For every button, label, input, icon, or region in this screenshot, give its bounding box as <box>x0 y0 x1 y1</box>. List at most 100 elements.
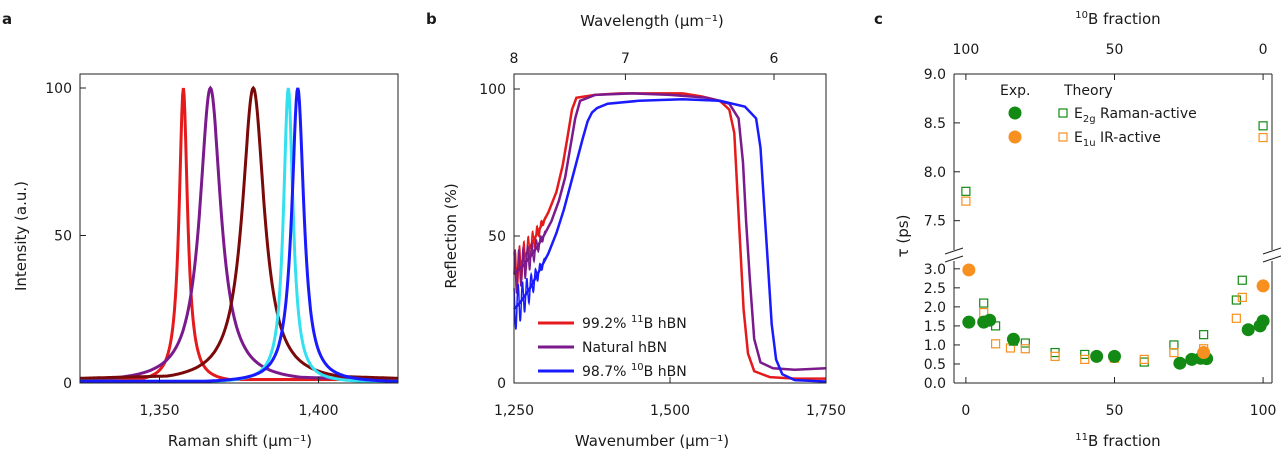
legend-b-natural: Natural hBN <box>582 340 667 356</box>
panel-b-xtick-label: 1,500 <box>650 403 690 419</box>
panel-a-xtick-label: 1,400 <box>298 403 338 419</box>
theory-ir-point <box>961 196 971 206</box>
panel-a-ytick-label: 100 <box>45 81 72 97</box>
axis-break-left-lower <box>944 255 964 263</box>
panel-c-ytick-label: 1.5 <box>924 319 946 335</box>
panel-label-c: c <box>874 10 883 28</box>
exp-ir-point <box>1197 346 1211 360</box>
panel-a-ytick-label: 0 <box>63 376 72 392</box>
theory-raman-point <box>1258 121 1268 131</box>
panel-c-top-xtick-label: 0 <box>1259 42 1268 58</box>
reflection-series-1 <box>513 92 827 372</box>
panel-c-ytick-label: 2.0 <box>924 300 946 316</box>
legend-col-exp: Exp. <box>1000 83 1030 99</box>
legend-ir-label: E1u IR-active <box>1074 130 1161 149</box>
panel-c-ytick-label: 0.0 <box>924 376 946 392</box>
theory-raman-point <box>1169 340 1179 350</box>
panel-c-xtick-label: 0 <box>961 403 970 419</box>
panel-c-ytick-label-upper: 8.0 <box>924 165 946 181</box>
panel-c-xlabel: 11B fraction <box>1075 432 1160 450</box>
theory-ir-point <box>1080 354 1090 364</box>
axis-break-left-upper <box>944 247 964 255</box>
panel-b-ytick-label: 0 <box>497 376 506 392</box>
axis-break-right-lower <box>1262 255 1281 263</box>
panel-b-top-xtick-label: 6 <box>770 51 779 67</box>
panel-b-legend: 99.2% 11B hBN Natural hBN 98.7% 10B hBN <box>582 314 687 380</box>
panel-b-xlabel: Wavenumber (μm⁻¹) <box>575 432 729 450</box>
panel-c-top-xtick-label: 100 <box>953 42 980 58</box>
exp-raman-point <box>1256 314 1270 328</box>
panel-a-ytick-label: 50 <box>54 229 72 245</box>
theory-ir-point <box>1169 347 1179 358</box>
panel-c-top-xtick-label: 50 <box>1106 42 1124 58</box>
panel-label-b: b <box>426 10 437 28</box>
panel-c-ytick-label: 2.5 <box>924 281 946 297</box>
exp-raman-point <box>1090 349 1104 363</box>
panel-a-ylabel: Intensity (a.u.) <box>12 181 30 291</box>
panel-c-xtick-label: 100 <box>1250 403 1277 419</box>
panel-b-ytick-label: 100 <box>479 82 506 98</box>
theory-raman-point <box>1080 349 1090 360</box>
exp-raman-point <box>962 315 976 329</box>
legend-b-10b: 98.7% 10B hBN <box>582 362 687 380</box>
theory-ir-point <box>1231 313 1241 323</box>
theory-raman-point <box>1199 330 1209 340</box>
theory-raman-point <box>1139 357 1149 367</box>
theory-raman-point <box>1231 295 1241 305</box>
panel-a-xlabel: Raman shift (μm⁻¹) <box>168 432 312 450</box>
panel-a-frame <box>79 73 399 384</box>
reflection-series-0 <box>512 92 826 380</box>
panel-b-ytick-label: 50 <box>488 229 506 245</box>
theory-raman-point <box>1237 275 1247 285</box>
panel-c-ytick-label-upper: 9.0 <box>924 67 946 83</box>
legend-exp-ir-marker <box>1008 130 1022 144</box>
exp-raman-point <box>1173 356 1187 370</box>
exp-ir-point <box>962 263 976 277</box>
axis-break-right-upper <box>1262 247 1281 255</box>
legend-exp-raman-marker <box>1008 106 1022 120</box>
panel-b-ylabel: Reflection (%) <box>442 183 460 288</box>
legend-theory-raman-marker <box>1058 108 1068 118</box>
panel-c-ytick-label-upper: 7.5 <box>924 214 946 230</box>
legend-b-11b: 99.2% 11B hBN <box>582 314 687 332</box>
reflection-fringes-2 <box>513 257 546 330</box>
panel-b-xtick-label: 1,250 <box>494 403 534 419</box>
panel-c-ytick-label-upper: 8.5 <box>924 116 946 132</box>
panel-label-a: a <box>2 10 12 28</box>
exp-raman-point <box>983 313 997 327</box>
theory-ir-point <box>1258 132 1268 143</box>
panel-c-legend: Exp. Theory E2g Raman-active E1u IR-acti… <box>1000 83 1197 149</box>
exp-raman-point <box>1241 323 1255 337</box>
panel-a-xtick-label: 1,350 <box>139 403 179 419</box>
exp-raman-point <box>1107 349 1121 363</box>
panel-c-ytick-label: 1.0 <box>924 338 946 354</box>
panel-b-top-xlabel: Wavelength (μm⁻¹) <box>580 12 724 30</box>
theory-raman-point <box>961 186 971 196</box>
panel-b-top-xtick-label: 7 <box>621 51 630 67</box>
panel-c-xtick-label: 50 <box>1106 403 1124 419</box>
panel-c-top-xlabel: 10B fraction <box>1075 10 1160 28</box>
theory-ir-point <box>1237 292 1247 302</box>
reflection-fringes-1 <box>513 230 546 294</box>
exp-ir-point <box>1256 279 1270 293</box>
panel-b-frame <box>513 73 827 384</box>
exp-raman-point <box>1006 332 1020 346</box>
legend-theory-ir-marker <box>1058 132 1068 142</box>
panel-b-top-xtick-label: 8 <box>510 51 519 67</box>
reflection-fringes-0 <box>513 216 546 291</box>
panel-b-xtick-label: 1,750 <box>806 403 846 419</box>
theory-raman-point <box>979 298 989 308</box>
theory-raman-point <box>1020 338 1030 348</box>
legend-raman-label: E2g Raman-active <box>1074 106 1197 125</box>
reflection-series-2 <box>513 98 827 383</box>
theory-ir-point <box>1050 351 1060 361</box>
panel-c-ylabel: τ (ps) <box>894 215 912 258</box>
panel-c-ytick-label: 0.5 <box>924 357 946 373</box>
legend-col-theory: Theory <box>1063 83 1113 99</box>
panel-c-ytick-label: 3.0 <box>924 262 946 278</box>
theory-ir-point <box>991 339 1001 349</box>
theory-ir-point <box>1139 354 1149 364</box>
raman-series-4 <box>80 87 398 383</box>
theory-ir-point <box>1020 344 1030 354</box>
